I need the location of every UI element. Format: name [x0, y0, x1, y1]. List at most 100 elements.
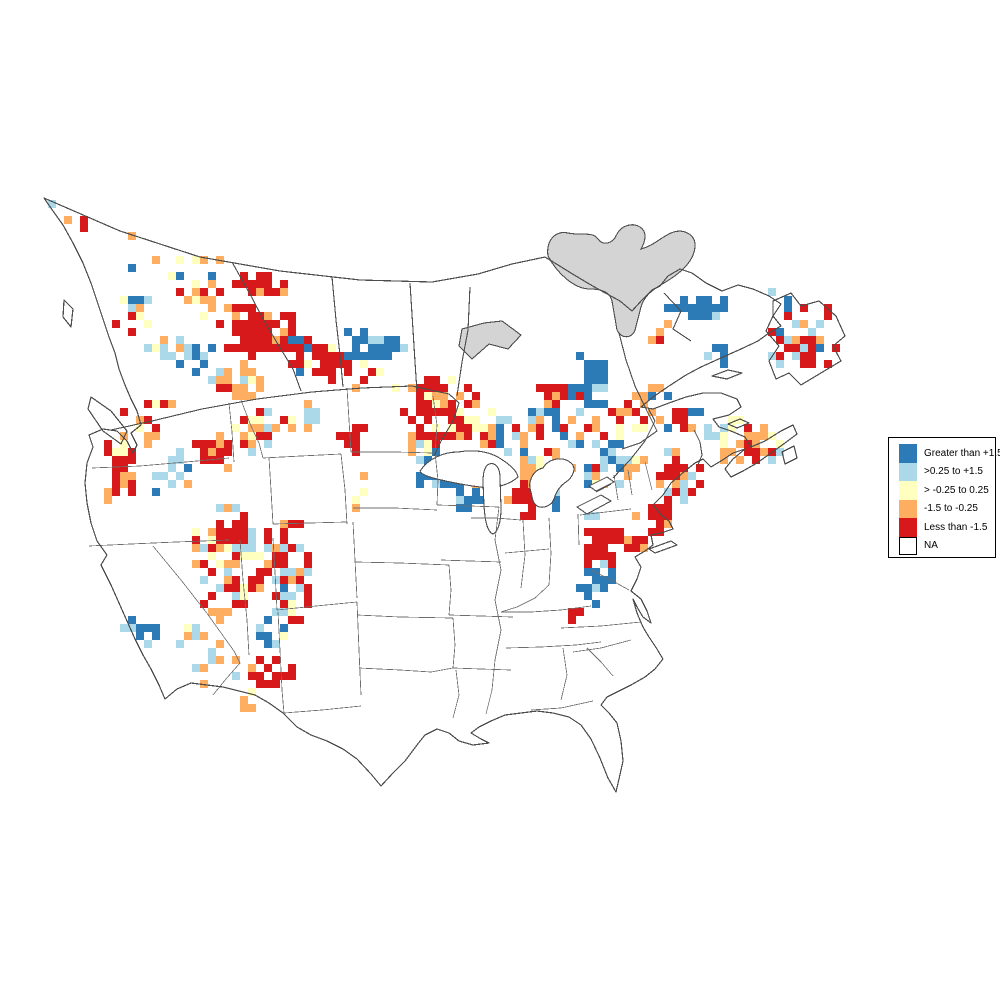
grid-cell — [416, 400, 424, 408]
grid-cell — [656, 504, 664, 512]
grid-cell — [552, 496, 560, 504]
grid-cell — [208, 592, 216, 600]
grid-cell — [520, 512, 528, 520]
grid-cell — [680, 480, 688, 488]
grid-cell — [128, 472, 136, 480]
grid-cell — [224, 384, 232, 392]
grid-cell — [184, 464, 192, 472]
grid-cell — [224, 368, 232, 376]
grid-cell — [608, 408, 616, 416]
grid-cell — [120, 480, 128, 488]
grid-cell — [688, 312, 696, 320]
grid-cell — [272, 608, 280, 616]
grid-cell — [264, 320, 272, 328]
grid-cell — [112, 448, 120, 456]
grid-cell — [512, 432, 520, 440]
grid-cell — [616, 416, 624, 424]
land-layer — [44, 198, 845, 792]
grid-cell — [112, 488, 120, 496]
grid-cell — [320, 352, 328, 360]
legend-item-minus-1-5-to-minus-0-25: -1.5 to -0.25 — [889, 499, 995, 518]
grid-cell — [496, 424, 504, 432]
grid-cell — [520, 440, 528, 448]
grid-cell — [200, 440, 208, 448]
grid-cell — [64, 216, 72, 224]
grid-cell — [696, 312, 704, 320]
grid-cell — [696, 304, 704, 312]
grid-cell — [296, 344, 304, 352]
grid-cell — [712, 304, 720, 312]
grid-cell — [424, 408, 432, 416]
grid-cell — [216, 376, 224, 384]
grid-cell — [528, 464, 536, 472]
grid-cell — [696, 296, 704, 304]
grid-cell — [656, 336, 664, 344]
grid-cell — [600, 576, 608, 584]
grid-cell — [280, 592, 288, 600]
grid-cell — [584, 480, 592, 488]
grid-cell — [592, 360, 600, 368]
grid-cell — [168, 464, 176, 472]
grid-cell — [440, 384, 448, 392]
grid-cell — [216, 440, 224, 448]
grid-cell — [152, 624, 160, 632]
grid-cell — [104, 488, 112, 496]
grid-cell — [288, 416, 296, 424]
grid-cell — [752, 448, 760, 456]
grid-cell — [448, 424, 456, 432]
grid-cell — [680, 424, 688, 432]
grid-cell — [576, 608, 584, 616]
grid-cell — [232, 312, 240, 320]
grid-cell — [608, 448, 616, 456]
grid-cell — [800, 344, 808, 352]
grid-cell — [256, 312, 264, 320]
grid-cell — [576, 352, 584, 360]
grid-cell — [176, 336, 184, 344]
grid-cell — [344, 352, 352, 360]
grid-cell — [720, 296, 728, 304]
grid-cell — [296, 336, 304, 344]
grid-cell — [280, 280, 288, 288]
grid-cell — [208, 544, 216, 552]
grid-cell — [128, 264, 136, 272]
grid-cell — [288, 520, 296, 528]
grid-cell — [200, 352, 208, 360]
grid-cell — [248, 288, 256, 296]
grid-cell — [552, 448, 560, 456]
grid-cell — [224, 576, 232, 584]
grid-cell — [480, 424, 488, 432]
grid-cell — [624, 544, 632, 552]
grid-cell — [592, 544, 600, 552]
grid-cell — [544, 392, 552, 400]
grid-cell — [640, 544, 648, 552]
grid-cell — [408, 448, 416, 456]
grid-cell — [376, 368, 384, 376]
grid-cell — [616, 528, 624, 536]
grid-cell — [168, 272, 176, 280]
grid-cell — [464, 384, 472, 392]
grid-cell — [440, 480, 448, 488]
grid-cell — [328, 352, 336, 360]
grid-cell — [808, 336, 816, 344]
grid-cell — [568, 440, 576, 448]
grid-cell — [800, 304, 808, 312]
grid-cell — [344, 432, 352, 440]
grid-cell — [360, 352, 368, 360]
grid-cell — [320, 360, 328, 368]
grid-cell — [632, 512, 640, 520]
grid-cell — [120, 408, 128, 416]
grid-cell — [120, 296, 128, 304]
grid-cell — [752, 440, 760, 448]
grid-cell — [320, 368, 328, 376]
grid-cell — [424, 416, 432, 424]
grid-cell — [392, 384, 400, 392]
grid-cell — [672, 456, 680, 464]
grid-cell — [248, 688, 256, 696]
grid-cell — [232, 600, 240, 608]
grid-cell — [256, 272, 264, 280]
grid-cell — [216, 656, 224, 664]
grid-cell — [280, 608, 288, 616]
grid-cell — [320, 344, 328, 352]
grid-cell — [400, 344, 408, 352]
